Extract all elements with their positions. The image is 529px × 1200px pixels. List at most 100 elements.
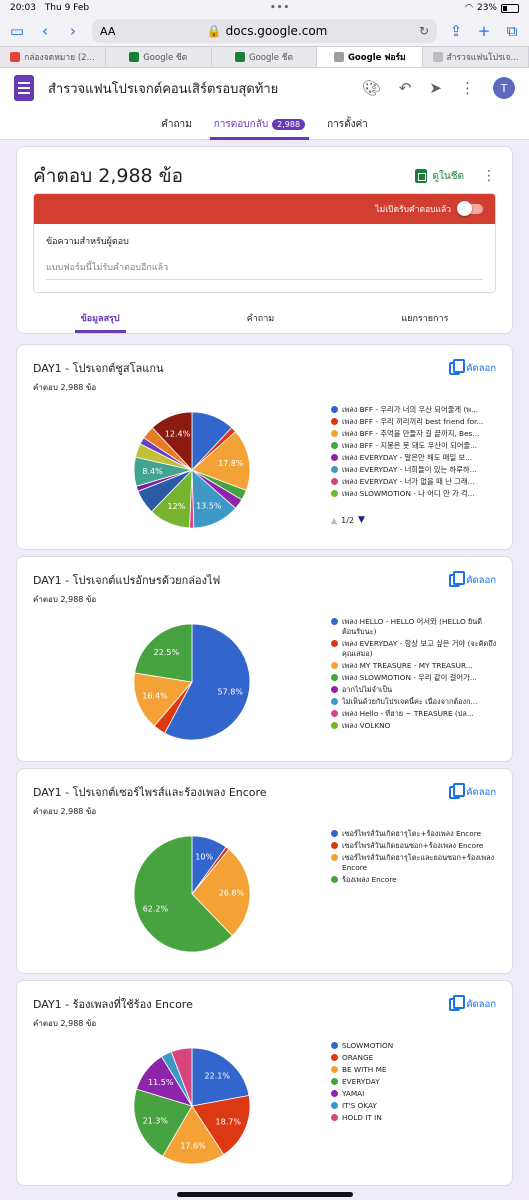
pie-slice[interactable] <box>191 848 251 937</box>
question-response-count: คำตอบ 2,988 ข้อ <box>33 807 97 816</box>
pie-slice[interactable] <box>170 1047 193 1107</box>
sheets-icon <box>235 52 245 62</box>
accepting-responses-toggle[interactable] <box>457 201 483 216</box>
share-icon[interactable]: ⇪ <box>449 22 463 40</box>
google-forms-icon[interactable] <box>14 75 34 101</box>
form-title[interactable]: สำรวจแฟนโปรเจกต์คอนเสิร์ตรอบสุดท้าย <box>48 81 279 97</box>
copy-label: คัดลอก <box>466 362 496 374</box>
browser-tab[interactable]: กล่องจดหมาย (2... <box>0 47 106 67</box>
subtab-summary[interactable]: ข้อมูลสรุป <box>74 311 126 333</box>
pie-slice-label: 62.2% <box>143 905 169 914</box>
question-summary-card: DAY1 - โปรเจกต์ชูสโลแกน คัดลอก คำตอบ 2,9… <box>16 344 513 550</box>
legend-label: เพลง Hello - ที่ฮาย ~ TREASURE (ปล... <box>342 709 474 718</box>
legend-item: เซอร์ไพรส์วันเกิดฮารุโตะและยอนซอก+ร้องเพ… <box>331 853 499 873</box>
legend-swatch <box>331 1078 338 1085</box>
status-bar: 20:03 Thu 9 Feb ••• ◠ 23% <box>0 0 529 16</box>
legend-prev-icon[interactable]: ▲ <box>331 515 338 525</box>
pie-slice[interactable] <box>191 1095 251 1156</box>
legend-label: เซอร์ไพรส์วันเกิดฮารุโตะและยอนซอก+ร้องเพ… <box>342 853 495 872</box>
browser-tab[interactable]: Google ชีต <box>212 47 318 67</box>
legend-swatch <box>331 1114 338 1121</box>
more-vert-icon[interactable]: ⋮ <box>482 168 496 184</box>
browser-tab[interactable]: สำรวจแฟนโปรเจ... <box>423 47 529 67</box>
pie-slice[interactable] <box>133 672 193 727</box>
copy-chart-button[interactable]: คัดลอก <box>449 358 496 377</box>
palette-icon[interactable]: 🎨︎ <box>361 79 381 97</box>
reader-options-button[interactable]: AA <box>100 24 116 38</box>
pie-chart: 57.8% 16.4% 22.5% <box>127 617 257 747</box>
sidebar-icon[interactable]: ▭ <box>9 22 25 40</box>
pie-slice[interactable] <box>164 623 251 741</box>
pie-slice[interactable] <box>191 1047 250 1107</box>
legend-page-indicator: 1/2 <box>341 515 355 525</box>
multitask-dots-icon[interactable]: ••• <box>269 3 291 13</box>
legend-label: IT'S OKAY <box>342 1101 377 1110</box>
pie-chart: 22.1% 18.7% 17.6% 21.3% 11.5% <box>127 1041 257 1171</box>
legend-swatch <box>331 466 338 473</box>
legend-label: เพลง VOLKNO <box>342 721 391 730</box>
browser-tab-label: กล่องจดหมาย (2... <box>24 53 95 63</box>
view-in-sheets-button[interactable]: ดูในชีต <box>414 169 465 184</box>
pie-slice[interactable] <box>133 835 233 953</box>
tab-settings[interactable]: การตั้งค่า <box>327 119 368 130</box>
legend-label: เพลง BFF - 지봉은 못 돼도 우산이 되어줄... <box>342 441 478 450</box>
view-in-sheets-label: ดูในชีต <box>432 170 465 182</box>
question-title: DAY1 - ร้องเพลงที่ใช้ร้อง Encore <box>33 998 193 1011</box>
send-icon[interactable]: ➤ <box>429 79 442 97</box>
accepting-responses-bar: ไม่เปิดรับคำตอบแล้ว <box>34 194 495 224</box>
legend-swatch <box>331 722 338 729</box>
copy-chart-button[interactable]: คัดลอก <box>449 782 496 801</box>
tabs-overview-icon[interactable]: ⧉ <box>506 22 518 40</box>
forward-icon[interactable]: › <box>70 22 76 40</box>
pie-slice-label: 57.8% <box>218 688 244 697</box>
legend-next-icon[interactable]: ▼ <box>358 515 365 525</box>
pie-slice-label: 8.4% <box>142 467 163 476</box>
pie-slice[interactable] <box>162 1105 225 1165</box>
pie-slice[interactable] <box>134 623 193 683</box>
copy-chart-button[interactable]: คัดลอก <box>449 994 496 1013</box>
pie-slice-label: 12.4% <box>165 429 191 438</box>
gmail-icon <box>10 52 21 62</box>
address-bar[interactable]: AA 🔒 docs.google.com ↻ <box>92 19 437 43</box>
legend-label: อากไปไม่จำเป็น <box>342 685 393 694</box>
legend-swatch <box>331 686 338 693</box>
more-vert-icon[interactable]: ⋮ <box>460 79 475 97</box>
legend-item: SLOWMOTION <box>331 1041 499 1051</box>
legend-swatch <box>331 674 338 681</box>
reload-icon[interactable]: ↻ <box>418 24 429 38</box>
legend-item: เพลง EVERYDAY - 말은안 해도 매일 보... <box>331 453 499 463</box>
legend-item: อากไปไม่จำเป็น <box>331 685 499 695</box>
question-summary-card: DAY1 - โปรเจกต์เซอร์ไพรส์และร้องเพลง Enc… <box>16 768 513 974</box>
question-summary-card: DAY1 - ร้องเพลงที่ใช้ร้อง Encore คัดลอก … <box>16 980 513 1186</box>
pie-slice[interactable] <box>151 411 193 472</box>
legend-label: เพลง BFF - 우리가 너의 우산 되어줄게 (พ... <box>342 405 479 414</box>
legend-label: ORANGE <box>342 1053 374 1062</box>
subtab-individual[interactable]: แยกรายการ <box>401 314 449 324</box>
tab-responses[interactable]: การตอบกลับ 2,988 <box>209 117 310 140</box>
battery-percent: 23% <box>476 3 497 13</box>
pie-slice-label: 10% <box>195 852 213 861</box>
browser-tab[interactable]: Google ชีต <box>106 47 212 67</box>
new-tab-icon[interactable]: + <box>477 22 491 40</box>
question-title: DAY1 - โปรเจกต์แปรอักษรด้วยกล่องไฟ <box>33 574 221 587</box>
legend-item: HOLD IT IN <box>331 1113 499 1123</box>
pie-slice[interactable] <box>133 1088 193 1157</box>
respondent-message-input[interactable]: แบบฟอร์มนี้ไม่รับคำตอบอีกแล้ว <box>46 260 483 280</box>
avatar[interactable]: T <box>493 77 515 99</box>
url-value: docs.google.com <box>225 24 328 38</box>
status-time: 20:03 <box>10 3 36 13</box>
subtab-question[interactable]: คำถาม <box>246 314 275 324</box>
legend-label: เซอร์ไพรส์วันเกิดฮารุโตะ+ร้องเพลง Encore <box>342 829 482 838</box>
undo-icon[interactable]: ↶ <box>398 79 412 97</box>
tab-questions[interactable]: คำถาม <box>161 119 192 130</box>
copy-icon <box>449 994 466 1011</box>
legend-label: เพลง EVERYDAY - 너희들이 있는 하루하... <box>342 465 477 474</box>
browser-tab-active[interactable]: Google ฟอร์ม <box>317 47 424 67</box>
legend-swatch <box>331 418 338 425</box>
tab-responses-label: การตอบกลับ <box>213 119 269 130</box>
pie-slice[interactable] <box>191 431 251 491</box>
sheets-icon <box>129 52 140 62</box>
back-icon[interactable]: ‹ <box>42 22 48 40</box>
copy-chart-button[interactable]: คัดลอก <box>449 570 496 589</box>
home-indicator[interactable] <box>177 1192 353 1197</box>
